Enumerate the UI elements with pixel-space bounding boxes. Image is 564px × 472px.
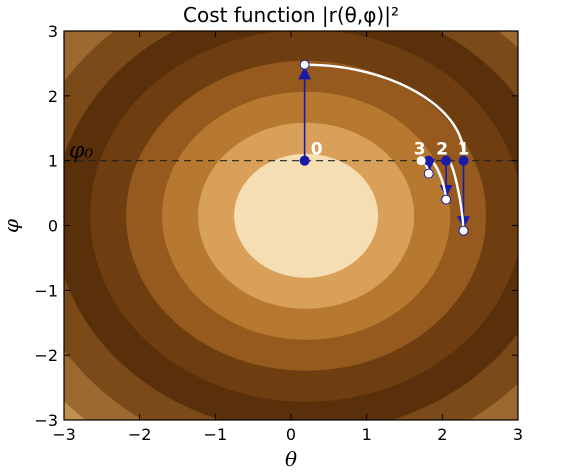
estimate-point [458, 155, 469, 166]
y-tick-label: −2 [34, 346, 58, 365]
step-label-0: 0 [311, 140, 323, 160]
estimate-point [423, 155, 434, 166]
trial-point [441, 194, 452, 205]
y-tick-label: 0 [48, 217, 58, 236]
y-tick-label: 1 [48, 152, 58, 171]
y-tick-label: −3 [34, 411, 58, 430]
step-curve [304, 63, 465, 155]
y-axis-label: φ [0, 219, 23, 233]
trial-point [299, 59, 310, 70]
step-label-2: 2 [436, 140, 448, 160]
x-tick-label: −2 [128, 425, 152, 444]
x-tick-label: 3 [513, 425, 523, 444]
contour-band [234, 153, 379, 278]
x-tick-label: 2 [437, 425, 447, 444]
y-tick-label: 3 [48, 22, 58, 41]
x-tick-label: −3 [52, 425, 76, 444]
optimization-points [299, 59, 469, 236]
step-label-1: 1 [458, 140, 470, 160]
final-point [416, 156, 426, 166]
trial-point [458, 225, 469, 236]
y-tick-label: 2 [48, 87, 58, 106]
x-axis-label: θ [285, 447, 297, 471]
x-axis-ticks: −3 −2 −1 0 1 2 3 [52, 31, 523, 444]
phi0-label: φ₀ [69, 139, 93, 164]
trial-point [423, 168, 434, 179]
y-tick-label: −1 [34, 281, 58, 300]
chart-title: Cost function |r(θ,φ)|² [183, 3, 399, 27]
step-labels: 0 123 [311, 140, 470, 160]
x-tick-label: −1 [204, 425, 228, 444]
estimate-point [441, 155, 452, 166]
x-tick-label: 0 [286, 425, 296, 444]
estimate-point [299, 155, 310, 166]
step-label-3: 3 [414, 140, 426, 160]
x-tick-label: 1 [362, 425, 372, 444]
